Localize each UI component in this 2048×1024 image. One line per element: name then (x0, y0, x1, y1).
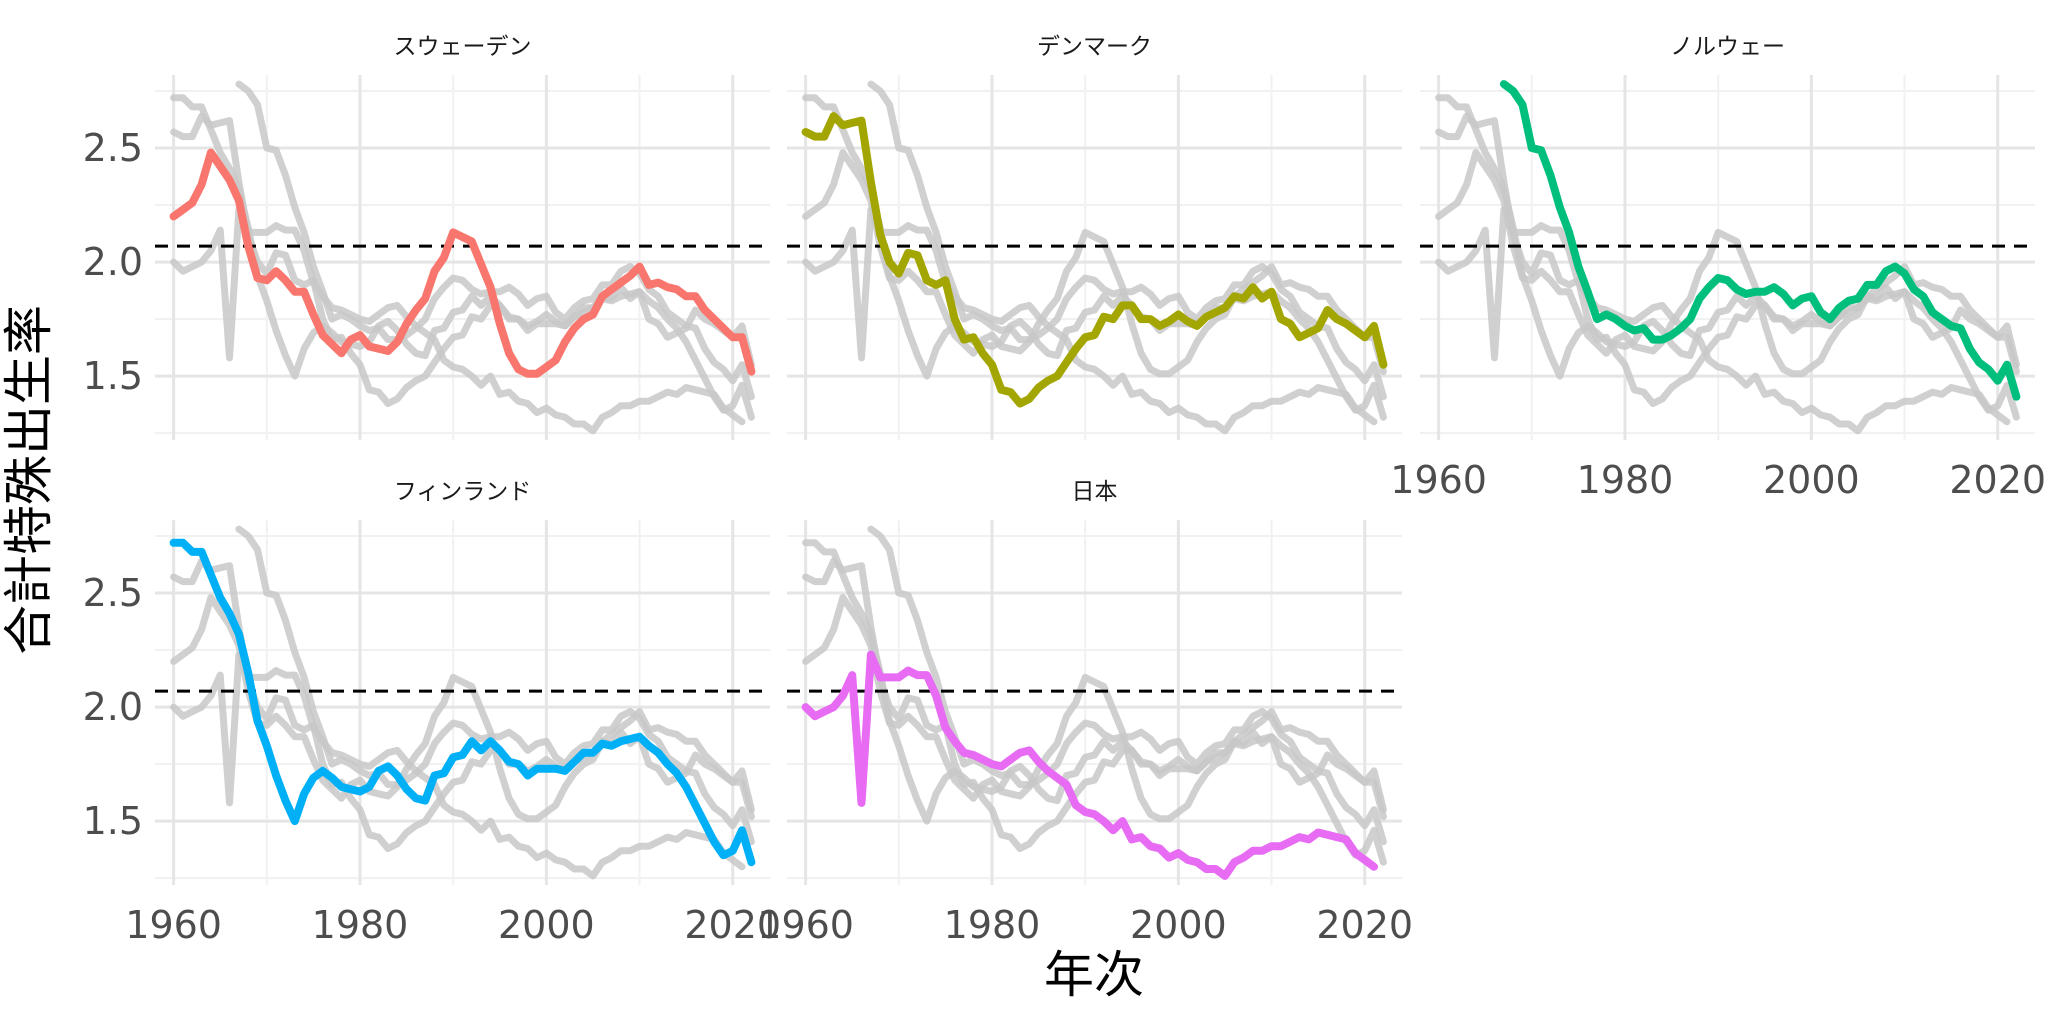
y-tick-label: 2.5 (83, 571, 143, 615)
background-series-line (1435, 112, 2020, 407)
background-series-line (1435, 94, 2020, 421)
highlight-series-line (801, 650, 1378, 880)
background-series-line (802, 557, 1387, 852)
background-series-line (1435, 149, 2020, 378)
facet-title: ノルウェー (1670, 34, 1785, 60)
y-tick-label: 1.5 (83, 799, 143, 843)
highlight-series-line (169, 148, 756, 378)
x-tick-label: 2000 (1130, 903, 1227, 947)
panel-0: スウェーデン 1.5 2.0 2.5 (83, 34, 770, 440)
x-axis-title: 年次 (1044, 946, 1144, 1004)
x-tick-label: 1960 (757, 903, 854, 947)
facet-title: 日本 (1072, 479, 1118, 505)
panel-1: デンマーク (787, 34, 1402, 440)
background-series-line (235, 525, 755, 846)
x-tick-label: 1980 (1577, 458, 1674, 502)
y-tick-label: 2.5 (83, 126, 143, 170)
background-series-line (170, 557, 755, 852)
facet-title: スウェーデン (394, 34, 532, 60)
y-axis-title: 合計特殊出生率 (0, 305, 58, 655)
panel-4: 日本 1960 1980 2000 2020 (757, 479, 1413, 947)
facet-title: デンマーク (1037, 34, 1152, 60)
background-series-line (867, 80, 1387, 401)
background-series-line (170, 206, 746, 435)
highlight-series-line (801, 112, 1388, 408)
y-tick-label: 2.0 (83, 685, 143, 729)
facet-title: フィンランド (394, 479, 532, 505)
x-tick-label: 1980 (944, 903, 1041, 947)
y-tick-label: 2.0 (83, 240, 143, 284)
x-tick-label: 1960 (125, 903, 222, 947)
highlight-series-line (1499, 80, 2021, 401)
background-series-line (802, 94, 1387, 421)
panel-2: ノルウェー 1960 1980 2000 2020 (1390, 34, 2046, 502)
x-tick-label: 1960 (1390, 458, 1487, 502)
x-tick-label: 2000 (1763, 458, 1860, 502)
background-series-line (867, 525, 1387, 846)
y-tick-label: 1.5 (83, 354, 143, 398)
x-tick-label: 2000 (498, 903, 595, 947)
panel-3: フィンランド 1.5 2.0 2.5 1960 1980 2000 2020 (83, 479, 782, 947)
x-tick-label: 2020 (1949, 458, 2046, 502)
x-tick-label: 1980 (312, 903, 409, 947)
background-series-line (170, 94, 755, 421)
x-tick-label: 2020 (684, 903, 781, 947)
background-series-line (802, 539, 1387, 866)
background-series-line (802, 206, 1378, 435)
background-series-line (170, 112, 755, 407)
x-tick-label: 2020 (1316, 903, 1413, 947)
highlight-series-line (169, 538, 756, 867)
background-series-line (170, 594, 755, 823)
background-series-line (1435, 206, 2011, 435)
background-series-line (802, 149, 1387, 378)
background-series-line (235, 80, 755, 401)
background-series-line (170, 651, 746, 880)
background-series-line (802, 594, 1387, 823)
